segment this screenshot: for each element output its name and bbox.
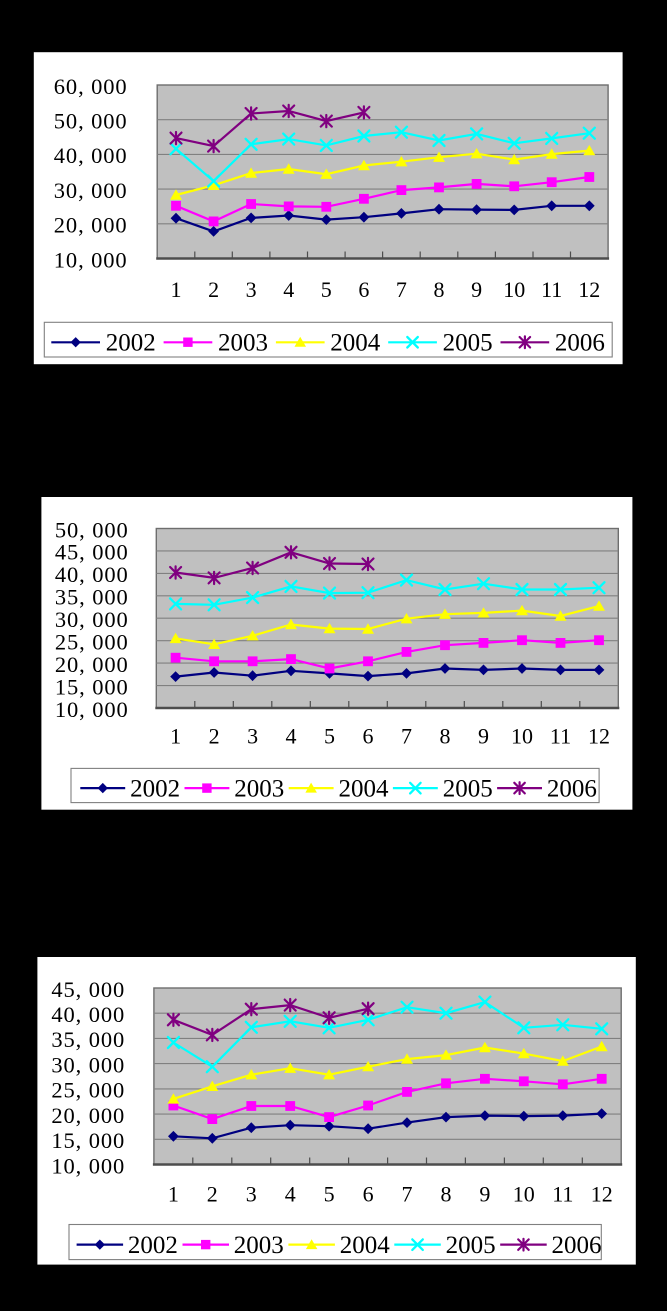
svg-text:20, 000: 20, 000 [54,213,128,238]
svg-text:2: 2 [207,1182,218,1207]
svg-text:2006: 2006 [547,775,597,802]
svg-text:10: 10 [513,1182,535,1207]
svg-text:60, 000: 60, 000 [54,74,128,99]
svg-text:6: 6 [363,1182,374,1207]
svg-text:40, 000: 40, 000 [55,562,129,587]
svg-text:6: 6 [363,724,374,749]
svg-text:30, 000: 30, 000 [51,1052,125,1077]
svg-text:20, 000: 20, 000 [51,1103,125,1128]
svg-text:3: 3 [247,724,258,749]
svg-text:8: 8 [440,724,451,749]
svg-text:2: 2 [209,724,220,749]
svg-text:7: 7 [401,724,412,749]
svg-text:5: 5 [324,724,335,749]
svg-text:15, 000: 15, 000 [51,1128,125,1153]
svg-text:8: 8 [441,1182,452,1207]
svg-text:2004: 2004 [330,330,381,357]
svg-text:2002: 2002 [106,330,156,357]
svg-text:30, 000: 30, 000 [54,178,128,203]
svg-text:2004: 2004 [339,775,390,802]
svg-text:8: 8 [434,277,445,302]
svg-text:50, 000: 50, 000 [54,109,128,134]
svg-text:2003: 2003 [218,330,268,357]
svg-text:35, 000: 35, 000 [55,585,129,610]
svg-text:30, 000: 30, 000 [55,607,129,632]
svg-text:7: 7 [396,277,407,302]
svg-text:1: 1 [170,724,181,749]
svg-text:6: 6 [358,277,369,302]
svg-text:9: 9 [471,277,482,302]
svg-text:45, 000: 45, 000 [51,977,125,1002]
svg-text:5: 5 [324,1182,335,1207]
svg-text:45, 000: 45, 000 [55,540,129,565]
svg-text:15, 000: 15, 000 [55,674,129,699]
svg-text:2003: 2003 [234,1232,284,1259]
svg-text:7: 7 [402,1182,413,1207]
svg-text:2005: 2005 [446,1232,496,1259]
svg-text:5: 5 [321,277,332,302]
svg-text:2003: 2003 [234,775,284,802]
svg-text:2: 2 [208,277,219,302]
svg-text:10, 000: 10, 000 [54,247,128,272]
svg-text:3: 3 [246,277,257,302]
svg-text:40, 000: 40, 000 [54,143,128,168]
svg-text:10: 10 [511,724,533,749]
svg-text:10, 000: 10, 000 [51,1153,125,1178]
svg-text:35, 000: 35, 000 [51,1027,125,1052]
svg-text:1: 1 [171,277,182,302]
svg-text:1: 1 [168,1182,179,1207]
svg-text:10, 000: 10, 000 [55,697,129,722]
svg-text:11: 11 [550,724,571,749]
svg-text:4: 4 [283,277,294,302]
svg-text:40, 000: 40, 000 [51,1002,125,1027]
svg-text:25, 000: 25, 000 [55,630,129,655]
svg-text:12: 12 [588,724,610,749]
svg-text:9: 9 [479,1182,490,1207]
svg-text:2006: 2006 [555,330,605,357]
svg-text:2004: 2004 [340,1232,391,1259]
svg-text:12: 12 [578,277,600,302]
svg-text:2005: 2005 [443,330,493,357]
svg-text:12: 12 [591,1182,613,1207]
svg-text:20, 000: 20, 000 [55,652,129,677]
svg-text:9: 9 [478,724,489,749]
svg-text:50, 000: 50, 000 [55,517,129,542]
svg-text:25, 000: 25, 000 [51,1078,125,1103]
svg-text:4: 4 [285,1182,296,1207]
svg-text:2005: 2005 [443,775,493,802]
svg-text:3: 3 [246,1182,257,1207]
svg-text:11: 11 [552,1182,573,1207]
svg-text:2002: 2002 [128,1232,178,1259]
svg-text:2006: 2006 [552,1232,602,1259]
svg-text:10: 10 [503,277,525,302]
svg-text:2002: 2002 [130,775,180,802]
svg-text:11: 11 [541,277,562,302]
svg-text:4: 4 [286,724,297,749]
